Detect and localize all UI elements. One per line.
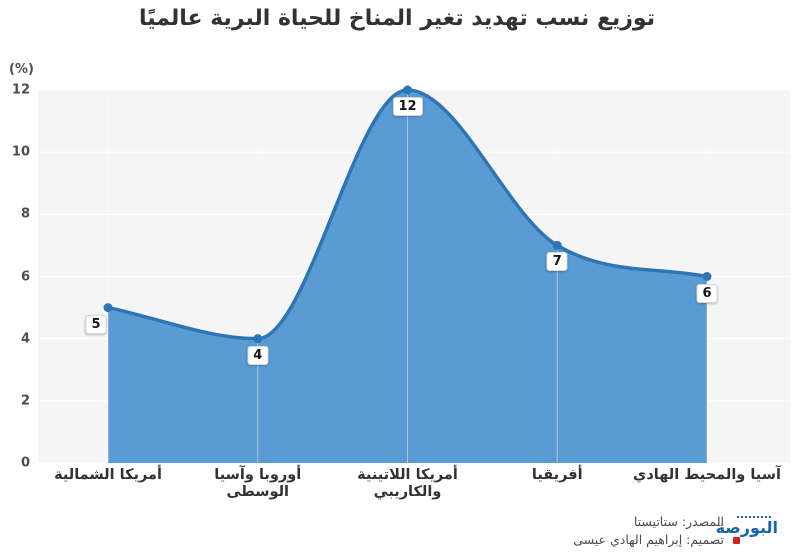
footer: البورصة المصدر: ستاتيستا تصميم: إبراهيم … [573, 513, 778, 548]
alborsa-logo-text: البورصة [715, 518, 779, 537]
data-point-marker [103, 303, 113, 313]
y-tick-label: 2 [20, 393, 30, 409]
x-axis-label: أوروبا وآسيا الوسطى [214, 467, 302, 501]
x-axis: أمريكا الشمالية أوروبا وآسيا الوسطى أمريكا… [38, 467, 790, 509]
y-tick-label: 0 [20, 455, 30, 471]
y-tick-label: 12 [11, 82, 30, 98]
y-tick-label: 10 [11, 144, 30, 160]
plot-area: 5 4 12 7 6 [38, 85, 790, 464]
credits: المصدر: ستاتيستا تصميم: إبراهيم الهادي ع… [573, 513, 724, 548]
data-point-marker [403, 85, 412, 95]
chart-title: توزيع نسب تهديد تغير المناخ للحياة البري… [139, 6, 655, 31]
data-point-marker [702, 272, 712, 281]
area-fill [108, 90, 707, 463]
data-point-label: 12 [392, 97, 423, 116]
data-point-label: 5 [85, 314, 107, 334]
y-axis-unit-label: (%) [9, 62, 34, 77]
area-chart-svg [38, 85, 790, 464]
x-axis-label: آسيا والمحيط الهادي [633, 467, 781, 483]
y-axis: 0 2 4 6 8 10 12 [0, 83, 33, 471]
x-axis-label: أمريكا الشمالية [54, 467, 162, 483]
y-tick-label: 6 [20, 269, 30, 284]
data-point-marker [552, 240, 562, 250]
alborsa-logo-ornament [737, 516, 771, 518]
alborsa-logo: البورصة [715, 515, 779, 547]
data-point-marker [253, 334, 263, 344]
x-axis-label: أمريكا اللاتينية والكاريبي [357, 467, 458, 501]
y-tick-label: 8 [20, 206, 30, 222]
data-point-label: 7 [546, 252, 568, 272]
design-text: تصميم: إبراهيم الهادي عيسى [573, 531, 724, 547]
alborsa-logo-red-accent [733, 537, 740, 544]
data-point-label: 4 [247, 345, 269, 365]
y-tick-label: 4 [20, 331, 30, 347]
data-point-label: 6 [696, 283, 718, 303]
x-axis-label: أفريقيا [531, 467, 583, 483]
source-text: المصدر: ستاتيستا [633, 514, 724, 529]
